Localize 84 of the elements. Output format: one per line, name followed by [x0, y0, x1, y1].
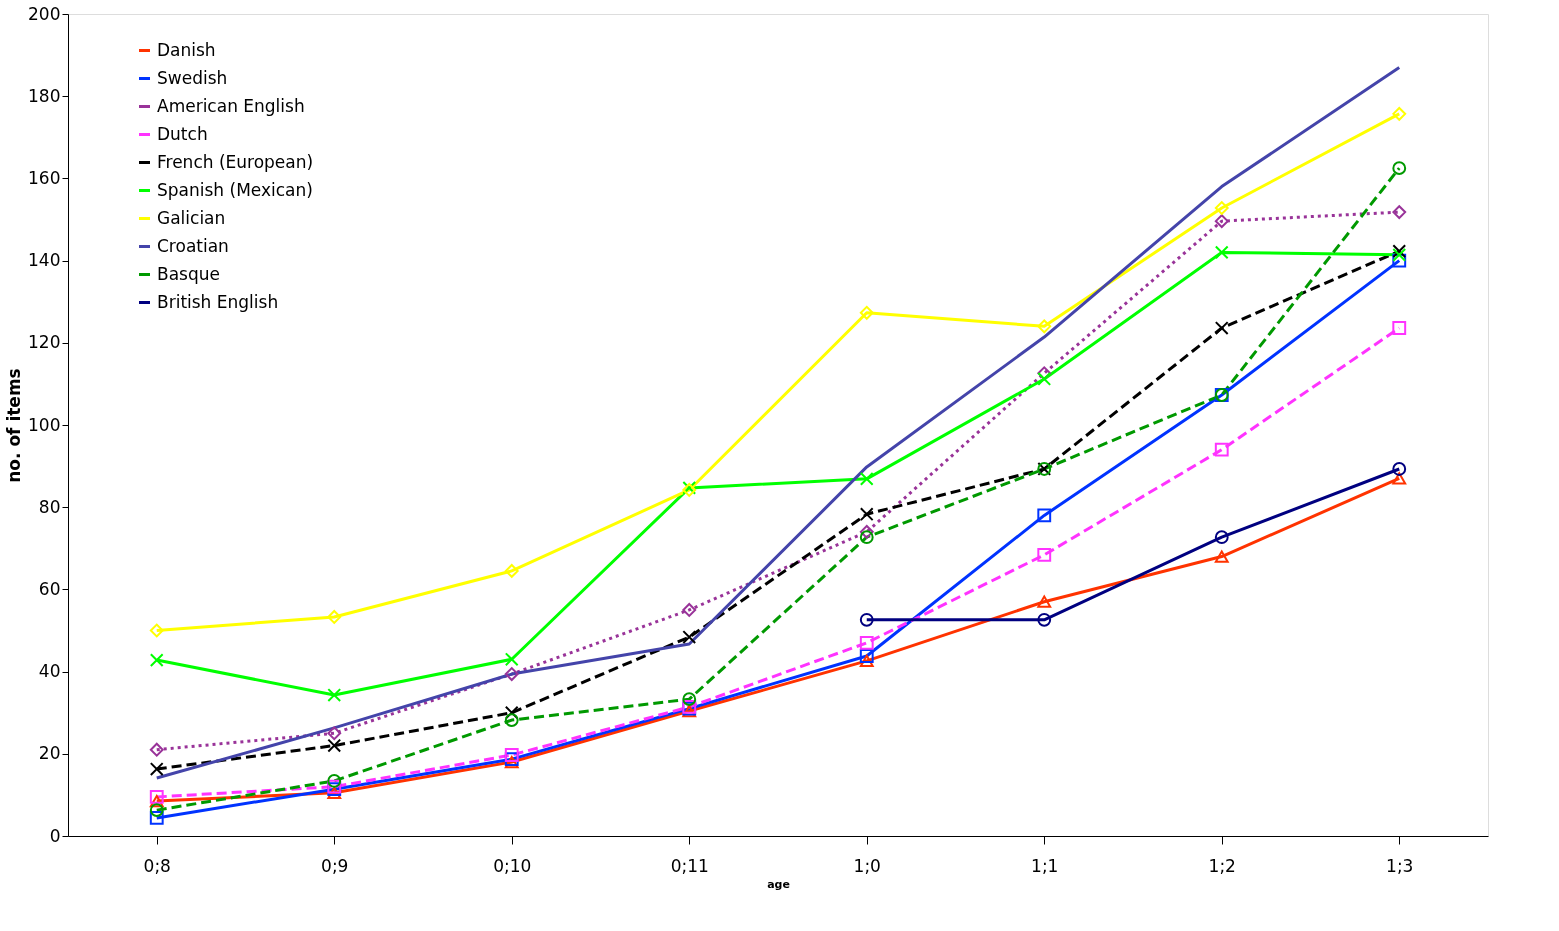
point: [149, 623, 164, 638]
point: [149, 762, 164, 776]
point: [149, 794, 164, 808]
legend-label: British English: [157, 291, 279, 312]
legend-label: Danish: [157, 39, 216, 60]
x-axis-title: age: [767, 877, 790, 891]
legend-label: Galician: [157, 207, 226, 228]
point: [1392, 253, 1407, 268]
y-tick-label: 0: [49, 825, 61, 846]
x-tick-label: 0;8: [143, 855, 171, 876]
y-tick-label: 200: [28, 3, 61, 24]
point: [859, 471, 874, 486]
point: [859, 649, 874, 663]
point: [327, 774, 342, 788]
point: [682, 630, 697, 644]
point: [859, 530, 874, 545]
y-tick-label: 60: [38, 578, 61, 599]
point: [1392, 161, 1407, 176]
point: [1214, 214, 1229, 229]
point: [327, 786, 342, 799]
y-tick-label: 20: [38, 743, 61, 764]
point: [859, 612, 874, 627]
point: [149, 653, 164, 668]
point: [1214, 321, 1229, 335]
point: [1037, 595, 1052, 608]
point: [149, 790, 164, 804]
legend-label: Basque: [157, 263, 220, 284]
y-tick-label: 140: [28, 250, 61, 271]
legend-label: Dutch: [157, 123, 208, 144]
point: [1037, 508, 1052, 523]
point: [149, 742, 164, 757]
point: [327, 726, 342, 741]
point: [1214, 550, 1229, 563]
x-tick-label: 1;1: [1031, 855, 1059, 876]
point: [149, 803, 164, 818]
point: [1037, 547, 1052, 562]
point: [1214, 201, 1229, 215]
point: [1214, 245, 1229, 260]
point: [1392, 106, 1407, 121]
point: [859, 305, 874, 320]
legend-label: Swedish: [157, 67, 228, 88]
x-tick-label: 1;3: [1386, 855, 1414, 876]
point: [149, 811, 164, 825]
point: [1037, 319, 1052, 334]
x-tick-label: 0;11: [670, 855, 709, 876]
y-tick-label: 100: [28, 414, 61, 435]
point: [859, 524, 874, 539]
point: [504, 563, 519, 578]
point: [327, 610, 342, 624]
x-tick-label: 0;10: [493, 855, 532, 876]
y-axis-title: no. of items: [4, 368, 25, 483]
point: [682, 692, 697, 707]
point: [859, 635, 874, 650]
point: [1392, 462, 1407, 476]
legend-label: Spanish (Mexican): [157, 179, 313, 200]
point: [504, 748, 519, 762]
point: [504, 652, 519, 667]
point: [327, 738, 342, 753]
point: [1392, 205, 1407, 220]
point: [859, 654, 874, 668]
point: [327, 688, 342, 702]
point: [682, 603, 697, 617]
point: [1214, 530, 1229, 545]
legend-label: American English: [157, 95, 305, 116]
y-tick-label: 40: [38, 661, 61, 682]
x-tick-label: 1;0: [853, 855, 881, 876]
y-tick-label: 180: [28, 85, 61, 106]
point: [1037, 372, 1052, 386]
y-tick-label: 160: [28, 167, 61, 188]
line-series: [155, 65, 1401, 780]
legend-label: Croatian: [157, 235, 229, 256]
y-tick-label: 80: [38, 496, 61, 517]
point: [1214, 442, 1229, 457]
x-tick-label: 0;9: [321, 855, 349, 876]
legend-label: French (European): [157, 151, 314, 172]
x-tick-label: 1;2: [1208, 855, 1236, 876]
point: [504, 667, 519, 681]
point: [1392, 321, 1407, 335]
y-tick-label: 120: [28, 332, 61, 353]
point: [504, 705, 519, 720]
point: [1392, 472, 1407, 485]
point: [504, 713, 519, 727]
point: [1037, 612, 1052, 627]
point: [859, 507, 874, 522]
